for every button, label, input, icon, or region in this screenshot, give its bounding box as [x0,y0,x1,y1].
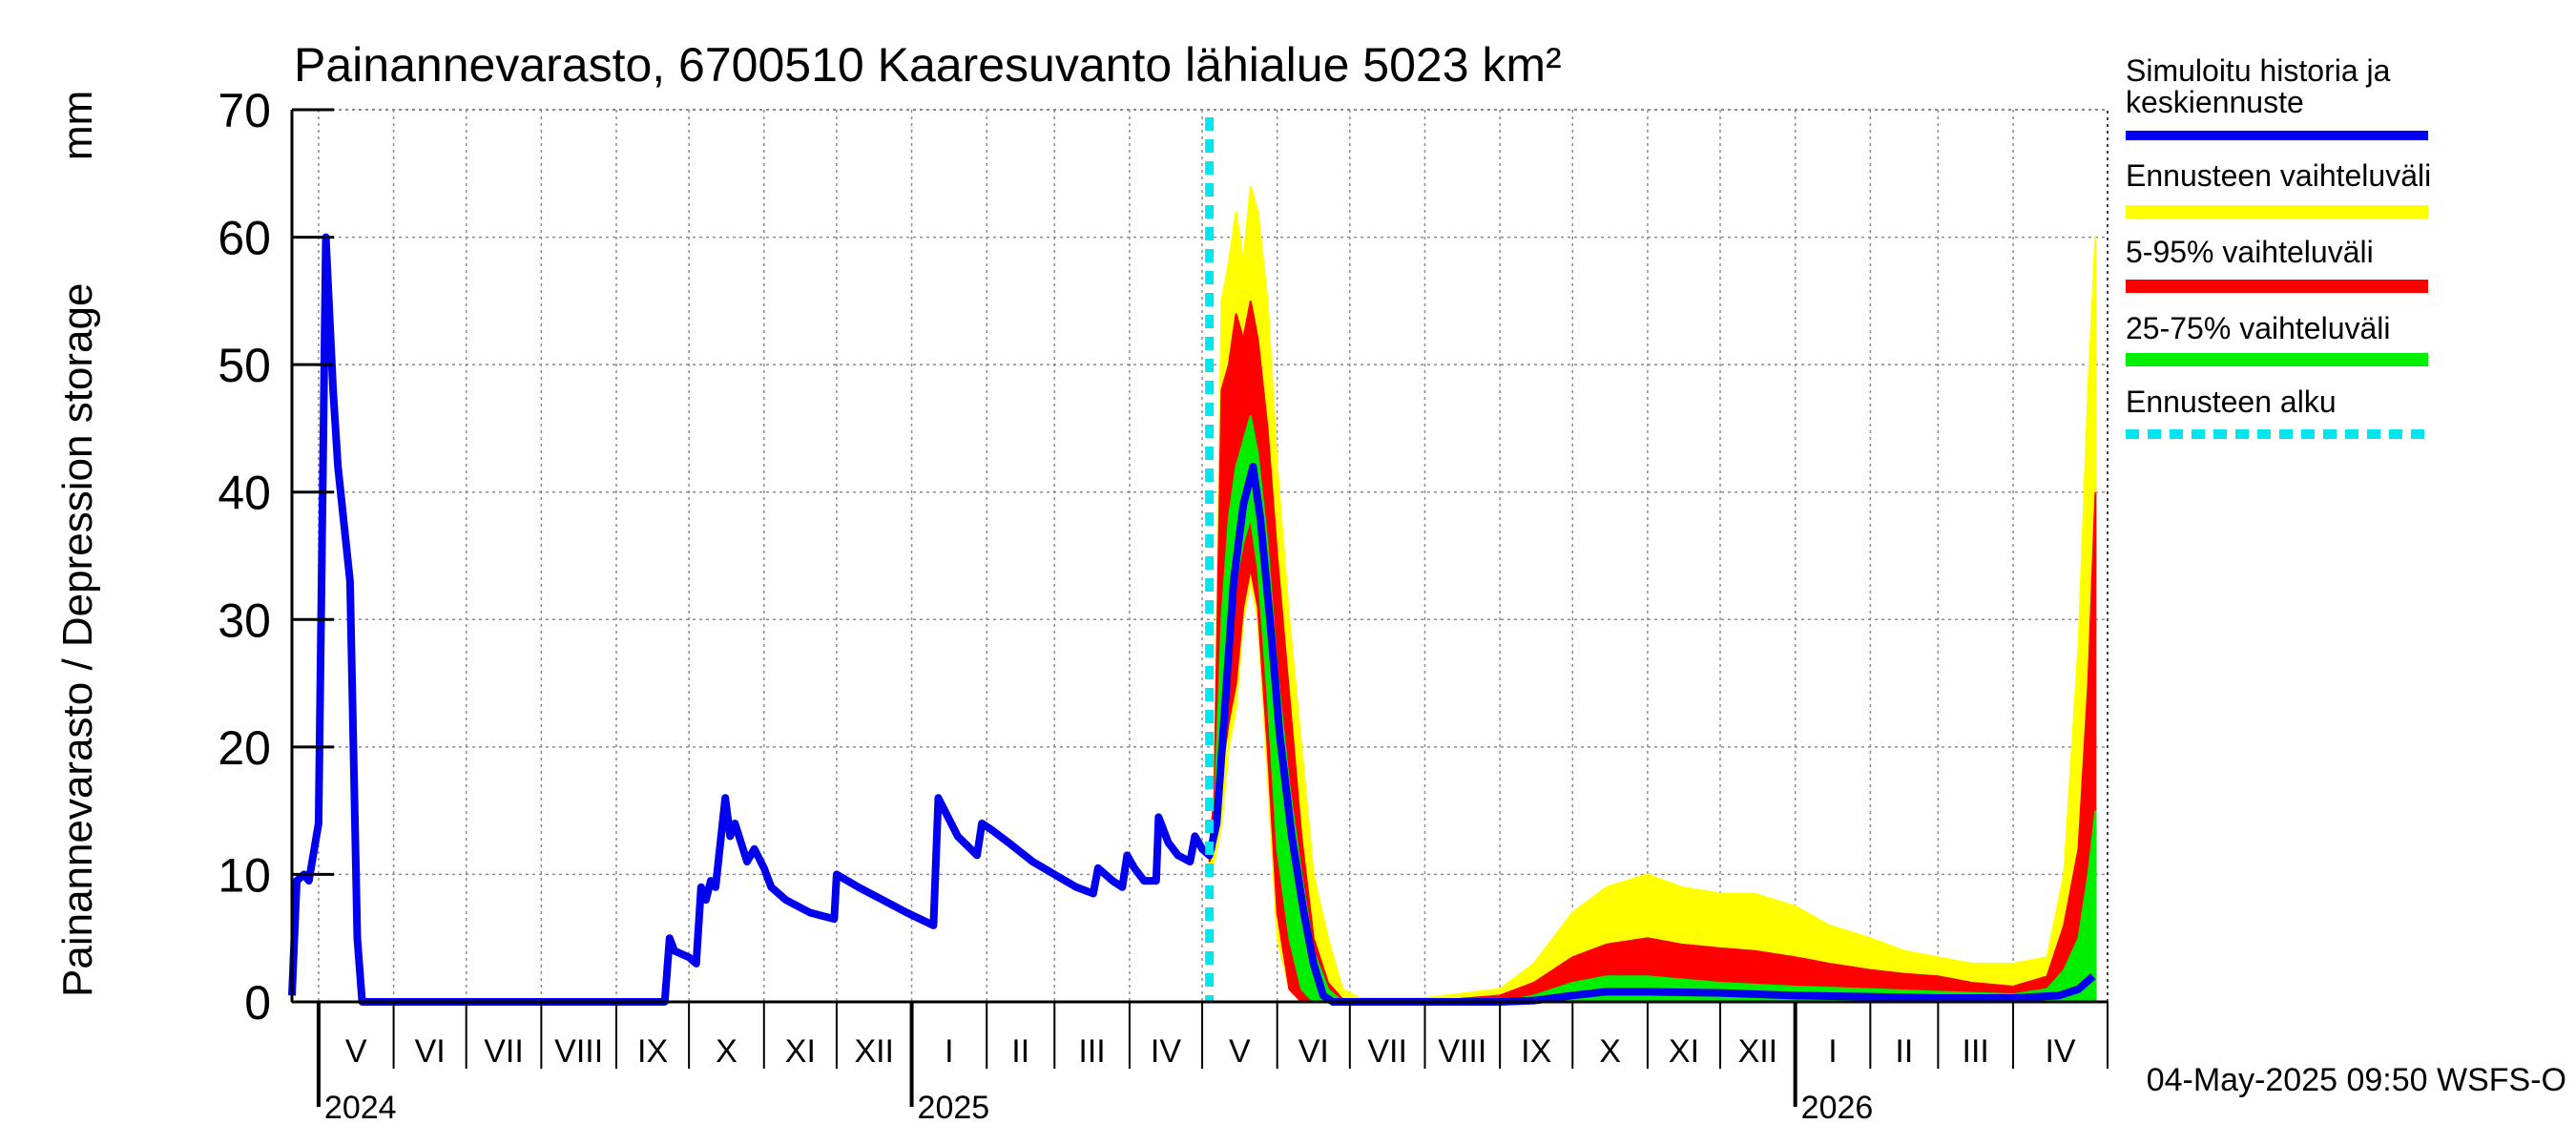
month-label: X [716,1033,737,1070]
legend-label: 25-75% vaihteluväli [2126,311,2391,345]
month-label: IX [637,1033,668,1070]
y-tick-label: 0 [244,976,271,1030]
month-label: VI [415,1033,446,1070]
month-label: III [1078,1033,1105,1070]
year-label: 2025 [918,1090,990,1126]
month-label: VIII [1438,1033,1486,1070]
month-label: VIII [554,1033,603,1070]
month-label: III [1963,1033,1989,1070]
legend-label: Ennusteen alku [2126,385,2337,419]
y-tick-label: 60 [218,212,271,265]
y-axis-label: Painannevarasto / Depression storage [54,283,101,997]
month-label: X [1599,1033,1621,1070]
month-label: VI [1298,1033,1329,1070]
month-label: VII [484,1033,524,1070]
month-label: XI [785,1033,816,1070]
y-tick-label: 20 [218,721,271,775]
month-label: I [1828,1033,1837,1070]
legend-label: Simuloitu historia ja [2126,53,2391,88]
y-tick-label: 30 [218,593,271,647]
month-label: V [345,1033,367,1070]
plot-frame [291,109,2109,1003]
year-label: 2026 [1801,1090,1874,1126]
month-label: IV [1151,1033,1181,1070]
y-tick-label: 50 [218,339,271,392]
legend-label: Ennusteen vaihteluväli [2126,158,2431,193]
month-label: XII [1738,1033,1778,1070]
footer-timestamp: 04-May-2025 09:50 WSFS-O [2147,1062,2566,1098]
chart-title: Painannevarasto, 6700510 Kaaresuvanto lä… [294,38,1562,92]
series-line-Simuloitu historia ja keskiennuste [288,233,2096,1006]
y-tick-label: 40 [218,467,271,520]
y-tick-label: 10 [218,848,271,902]
month-label: XI [1669,1033,1699,1070]
year-label: 2024 [324,1090,397,1126]
month-label: V [1229,1033,1251,1070]
legend-label: keskiennuste [2126,85,2304,119]
month-label: II [1895,1033,1913,1070]
y-tick-label: 70 [218,84,271,137]
month-label: II [1011,1033,1029,1070]
legend-label: 5-95% vaihteluväli [2126,235,2374,269]
plot-area [288,109,2109,1006]
month-label: IX [1521,1033,1551,1070]
month-label: I [945,1033,953,1070]
y-axis-unit: mm [54,91,101,160]
month-label: IV [2045,1033,2075,1070]
month-label: XII [854,1033,894,1070]
month-label: VII [1367,1033,1407,1070]
